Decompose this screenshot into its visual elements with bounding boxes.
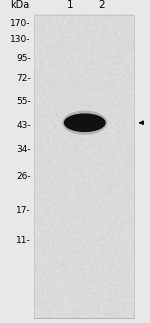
Text: 170-: 170-: [10, 19, 31, 28]
Text: 72-: 72-: [16, 74, 31, 83]
Text: 26-: 26-: [16, 172, 31, 181]
Ellipse shape: [62, 110, 107, 135]
Text: 130-: 130-: [10, 35, 31, 44]
Ellipse shape: [64, 113, 106, 132]
Text: 17-: 17-: [16, 206, 31, 215]
Text: kDa: kDa: [10, 0, 29, 10]
Text: 11-: 11-: [16, 236, 31, 245]
Text: 1: 1: [67, 0, 74, 10]
Text: 2: 2: [99, 0, 105, 10]
Bar: [34, 15, 134, 318]
Text: 34-: 34-: [16, 145, 31, 154]
Text: 55-: 55-: [16, 97, 31, 106]
Text: 95-: 95-: [16, 54, 31, 63]
Text: 43-: 43-: [16, 120, 31, 130]
